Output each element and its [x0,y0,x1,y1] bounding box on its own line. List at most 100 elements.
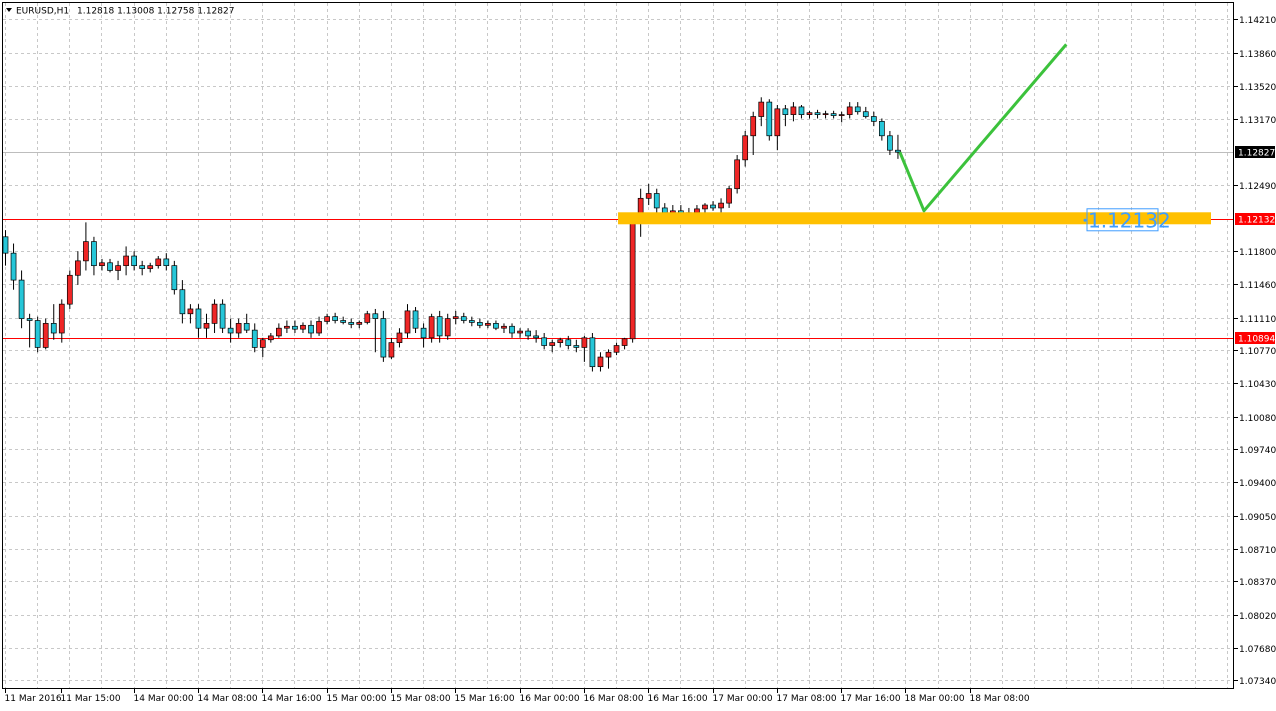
candles-group [2,97,901,372]
candle-bearish [91,241,97,267]
candle-bullish [187,308,194,315]
candle-bullish [444,318,451,337]
drawings-group[interactable]: 1.12132 [618,43,1211,232]
level-price-tag-label: 1.10894 [1238,335,1275,345]
candle-bullish [155,258,162,267]
candle-bearish [420,327,427,339]
candle-bearish [710,204,716,209]
candle-bearish [798,106,805,115]
price-tick-label: 1.11110 [1239,315,1276,325]
candle-bearish [854,106,861,113]
grid-lines [3,3,1234,689]
candle-bullish [58,303,65,334]
time-tick-label: 18 Mar 00:00 [905,694,965,704]
candle-bullish [404,310,411,334]
candle-bullish [115,265,121,271]
price-tick-label: 1.13170 [1239,116,1276,126]
candle-bearish [541,337,548,346]
zone-price-label: 1.12132 [1088,208,1171,232]
candle-bearish [34,320,41,348]
time-tick-label: 17 Mar 00:00 [713,694,773,704]
time-tick-label: 17 Mar 16:00 [841,694,901,704]
current-price-tag-label: 1.12827 [1238,149,1275,159]
candle-bullish [396,332,403,343]
price-tick-label: 1.11800 [1239,248,1276,258]
candle-bullish [621,338,628,346]
candle-bearish [26,318,33,321]
candle-bearish [251,329,258,348]
candle-bearish [2,236,9,254]
candle-bearish [195,308,202,329]
time-tick-label: 17 Mar 08:00 [777,694,837,704]
price-tick-label: 1.11460 [1239,281,1276,291]
price-axis[interactable]: 1.14210 1.13860 1.13520 1.13170 1.12490 1.118… [1234,16,1276,687]
candle-bullish [758,101,765,117]
candle-bullish [259,339,266,348]
candle-bullish [645,193,652,199]
time-tick-label: 11 Mar 2016 [5,694,62,704]
level-price-tag-label: 1.12132 [1238,216,1275,226]
candle-bearish [870,116,877,122]
candle-bearish [179,289,186,315]
candle-bearish [171,265,178,291]
candle-bearish [589,337,596,368]
candle-bullish [734,159,740,190]
candle-bullish [356,322,363,325]
candle-bullish [702,204,708,210]
candle-bullish [388,342,395,358]
price-tick-label: 1.09050 [1239,513,1276,523]
candle-bearish [372,313,379,319]
time-tick-label: 16 Mar 00:00 [520,694,580,704]
candle-bullish [485,323,491,326]
candle-bearish [219,303,226,329]
time-tick-label: 14 Mar 08:00 [198,694,258,704]
candle-bullish [324,316,330,322]
chart-header: EURUSD,H1 1.12818 1.13008 1.12758 1.1282… [6,7,234,17]
candle-bullish [549,342,556,346]
candle-bearish [525,330,531,337]
candle-bullish [235,323,242,334]
dropdown-triangle-icon[interactable] [6,8,12,12]
candle-bullish [605,351,612,358]
candle-bearish [340,320,347,323]
anchor-dot-icon [1083,218,1087,222]
candle-bearish [509,325,515,334]
candle-bearish [348,322,355,325]
candle-bullish [581,337,588,348]
plot-frame [2,2,1234,689]
price-tick-label: 1.09740 [1239,446,1276,456]
candle-bullish [806,112,813,115]
candle-bullish [557,339,564,343]
price-tick-label: 1.13860 [1239,50,1276,60]
price-tick-label: 1.09400 [1239,479,1276,489]
candle-bearish [131,255,137,267]
candle-bearish [107,262,113,271]
price-tick-label: 1.12490 [1239,182,1276,192]
candle-bearish [163,258,170,267]
time-tick-label: 11 Mar 15:00 [61,694,121,704]
candle-bearish [332,316,338,321]
candle-bullish [203,323,210,329]
candle-bearish [782,108,789,115]
candle-bullish [846,106,853,115]
candle-bearish [50,323,57,334]
candle-bearish [879,120,885,137]
candle-bullish [790,106,797,115]
price-tick-label: 1.07340 [1239,677,1276,687]
time-tick-label: 14 Mar 16:00 [262,694,322,704]
candle-bullish [316,321,322,334]
candle-bullish [501,325,507,329]
time-tick-label: 15 Mar 08:00 [391,694,451,704]
candle-bearish [533,335,539,339]
candle-bearish [895,149,901,153]
candle-bullish [718,202,724,209]
candle-bullish [284,325,290,329]
candle-bullish [300,324,306,330]
price-tick-label: 1.14210 [1239,16,1276,26]
symbol-label: EURUSD,H1 [16,7,69,17]
candle-bearish [862,111,869,117]
candle-bullish [99,262,105,267]
